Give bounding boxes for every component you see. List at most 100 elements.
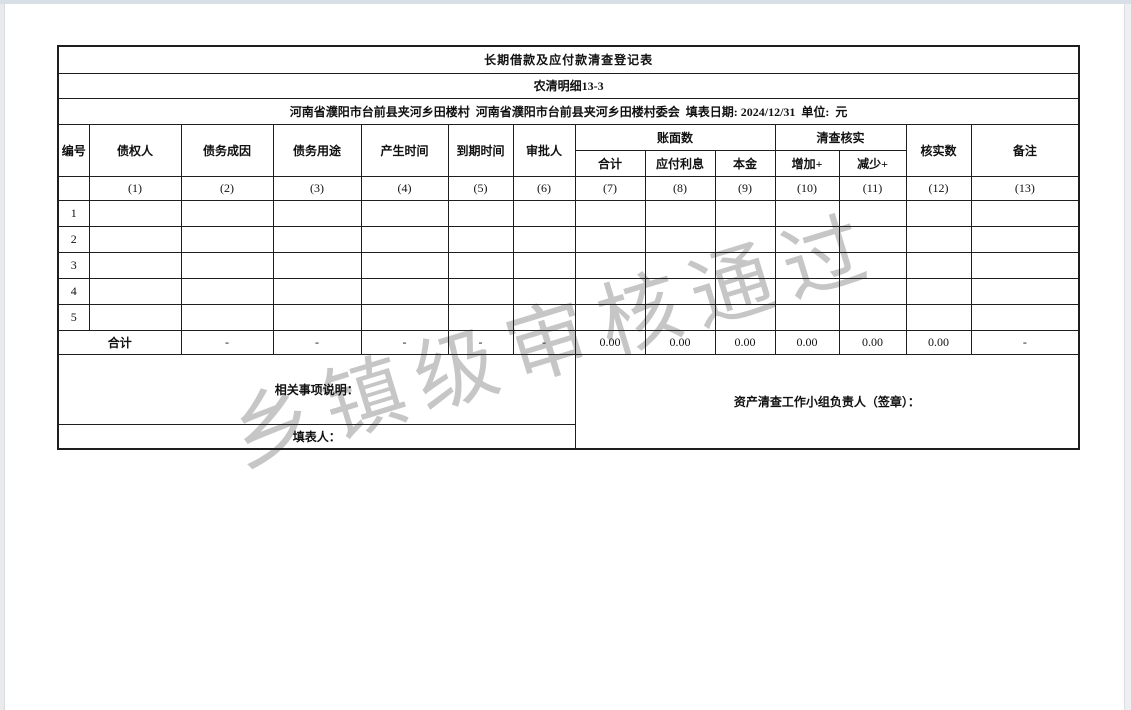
col-number: (5) (447, 175, 514, 201)
empty-cell (774, 251, 840, 279)
total-dash: - (512, 329, 576, 355)
total-dash: - (447, 329, 514, 355)
empty-cell (272, 199, 362, 227)
page-title: 长期借款及应付款清查登记表 (57, 45, 1080, 74)
empty-cell (360, 303, 449, 331)
row-index-cell: 2 (57, 225, 90, 253)
empty-cell (970, 251, 1080, 279)
empty-cell (88, 251, 182, 279)
total-dash: - (180, 329, 274, 355)
empty-cell (512, 225, 576, 253)
col-header-start-time: 产生时间 (360, 123, 449, 177)
table-row: 1 (57, 199, 1080, 227)
total-book-total: 0.00 (574, 329, 646, 355)
empty-cell (360, 277, 449, 305)
row-index-cell: 5 (57, 303, 90, 331)
empty-cell (905, 199, 972, 227)
empty-cell (360, 225, 449, 253)
empty-cell (905, 251, 972, 279)
empty-cell (88, 277, 182, 305)
table-row: 5 (57, 303, 1080, 331)
empty-cell (574, 225, 646, 253)
col-header-book-total: 合计 (574, 149, 646, 177)
col-number: (10) (774, 175, 840, 201)
empty-cell (774, 277, 840, 305)
empty-cell (180, 277, 274, 305)
empty-cell (714, 199, 776, 227)
empty-cell (714, 251, 776, 279)
col-number: (9) (714, 175, 776, 201)
empty-cell (970, 199, 1080, 227)
total-decrease: 0.00 (838, 329, 907, 355)
row-index-cell: 3 (57, 251, 90, 279)
total-increase: 0.00 (774, 329, 840, 355)
col-group-book-amount: 账面数 (574, 123, 776, 151)
empty-cell (180, 303, 274, 331)
col-number: (4) (360, 175, 449, 201)
notes-label: 相关事项说明： (57, 353, 576, 425)
long-term-loan-register-table: 长期借款及应付款清查登记表 农清明细13-3 河南省濮阳市台前县夹河乡田楼村 河… (57, 45, 1081, 450)
empty-cell (512, 277, 576, 305)
empty-cell (774, 225, 840, 253)
empty-cell (512, 303, 576, 331)
col-header-debt-cause: 债务成因 (180, 123, 274, 177)
col-number-blank (57, 175, 90, 201)
col-header-remark: 备注 (970, 123, 1080, 177)
empty-cell (905, 303, 972, 331)
empty-cell (838, 199, 907, 227)
doc-code: 农清明细13-3 (57, 72, 1080, 99)
empty-cell (447, 251, 514, 279)
empty-cell (644, 251, 716, 279)
empty-cell (574, 303, 646, 331)
empty-cell (272, 225, 362, 253)
total-principal: 0.00 (714, 329, 776, 355)
window-left-edge (0, 4, 5, 710)
empty-cell (180, 225, 274, 253)
preparer-label: 填表人： (57, 423, 576, 450)
empty-cell (88, 225, 182, 253)
total-dash: - (360, 329, 449, 355)
total-row: 合计 - - - - - 0.00 0.00 0.00 0.00 0.00 0.… (57, 329, 1080, 355)
table-row: 3 (57, 251, 1080, 279)
col-number: (11) (838, 175, 907, 201)
col-header-verified: 核实数 (905, 123, 972, 177)
empty-cell (905, 225, 972, 253)
empty-cell (180, 251, 274, 279)
row-index-cell: 4 (57, 277, 90, 305)
empty-cell (512, 199, 576, 227)
total-label: 合计 (57, 329, 182, 355)
empty-cell (574, 199, 646, 227)
window-top-edge (0, 0, 1131, 4)
empty-cell (644, 303, 716, 331)
empty-cell (88, 303, 182, 331)
empty-cell (447, 303, 514, 331)
col-header-debt-use: 债务用途 (272, 123, 362, 177)
empty-cell (774, 199, 840, 227)
empty-cell (838, 225, 907, 253)
empty-cell (360, 251, 449, 279)
empty-cell (447, 277, 514, 305)
col-header-increase: 增加+ (774, 149, 840, 177)
col-header-principal: 本金 (714, 149, 776, 177)
empty-cell (447, 199, 514, 227)
signer-label: 资产清查工作小组负责人（签章）： (574, 353, 1080, 450)
empty-cell (838, 277, 907, 305)
org-info-line: 河南省濮阳市台前县夹河乡田楼村 河南省濮阳市台前县夹河乡田楼村委会 填表日期: … (57, 97, 1080, 125)
row-index-cell: 1 (57, 199, 90, 227)
col-number: (6) (512, 175, 576, 201)
empty-cell (644, 199, 716, 227)
empty-cell (88, 199, 182, 227)
empty-cell (905, 277, 972, 305)
total-dash: - (272, 329, 362, 355)
empty-cell (574, 277, 646, 305)
empty-cell (644, 277, 716, 305)
empty-cell (447, 225, 514, 253)
total-interest: 0.00 (644, 329, 716, 355)
col-header-seq: 编号 (57, 123, 90, 177)
table-row: 4 (57, 277, 1080, 305)
empty-cell (774, 303, 840, 331)
empty-cell (644, 225, 716, 253)
col-number: (8) (644, 175, 716, 201)
empty-cell (838, 251, 907, 279)
